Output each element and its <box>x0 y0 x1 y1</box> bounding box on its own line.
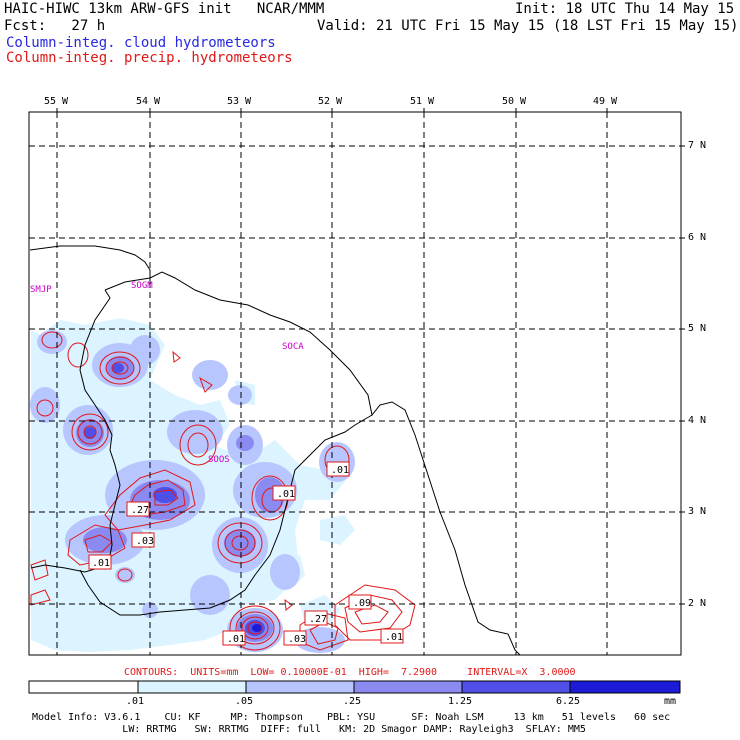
model-info-line1: Model Info: V3.6.1 CU: KF MP: Thompson P… <box>32 712 671 723</box>
contour-label: .01 <box>385 632 403 643</box>
forecast-hour: Fcst: 27 h <box>4 18 106 34</box>
contour-label: .01 <box>331 465 349 476</box>
coastline <box>29 245 521 655</box>
map-frame <box>28 111 682 656</box>
contour-label: .01 <box>227 634 245 645</box>
axis-ticks <box>56 108 685 605</box>
lat-label: 3 N <box>688 506 707 517</box>
lon-label: 49 W <box>593 96 618 107</box>
contour-label: .03 <box>136 536 154 547</box>
lat-label: 7 N <box>688 140 707 151</box>
scale-tick: 6.25 <box>556 696 581 707</box>
lon-label: 51 W <box>410 96 435 107</box>
contour-label: .09 <box>353 598 371 609</box>
station-sogm: SOGM <box>131 281 153 291</box>
contour-label: .27 <box>131 505 149 516</box>
init-time: Init: 18 UTC Thu 14 May 15 <box>515 1 735 17</box>
model-info-line2: LW: RRTMG SW: RRTMG DIFF: full KM: 2D Sm… <box>32 724 586 735</box>
scale-tick: 1.25 <box>448 696 473 707</box>
lat-label: 6 N <box>688 232 707 243</box>
lat-label: 2 N <box>688 598 707 609</box>
scale-tick: .05 <box>235 696 254 707</box>
precip-field-label: Column-integ. precip. hydrometeors <box>6 50 293 66</box>
contour-label: .27 <box>309 614 327 625</box>
lon-label: 53 W <box>227 96 252 107</box>
contour-labels: .01 .27 .03 .01 .01 .01 .27 .03 .09 .01 <box>88 461 404 646</box>
lat-label: 4 N <box>688 415 707 426</box>
contour-label: .01 <box>92 558 110 569</box>
contour-label: .03 <box>288 634 306 645</box>
lon-label: 55 W <box>44 96 69 107</box>
color-scale <box>28 680 681 694</box>
scale-tick: .01 <box>126 696 145 707</box>
station-soos: SOOS <box>208 455 230 465</box>
lon-label: 50 W <box>502 96 527 107</box>
lon-label: 54 W <box>136 96 161 107</box>
station-smjp: SMJP <box>30 285 52 295</box>
lon-label: 52 W <box>318 96 343 107</box>
lat-label: 5 N <box>688 323 707 334</box>
scale-tick: .25 <box>343 696 362 707</box>
contour-label: .01 <box>277 489 295 500</box>
cloud-field-label: Column-integ. cloud hydrometeors <box>6 35 276 51</box>
header-title: HAIC-HIWC 13km ARW-GFS init NCAR/MMM <box>4 1 325 17</box>
scale-unit: mm <box>664 696 677 707</box>
station-labels: SMJP SOGM SOCA SOOS <box>30 281 304 465</box>
station-soca: SOCA <box>282 342 304 352</box>
latlon-grid <box>29 112 681 655</box>
valid-time: Valid: 21 UTC Fri 15 May 15 (18 LST Fri … <box>317 18 739 34</box>
contour-info: CONTOURS: UNITS=mm LOW= 0.10000E-01 HIGH… <box>124 667 576 678</box>
